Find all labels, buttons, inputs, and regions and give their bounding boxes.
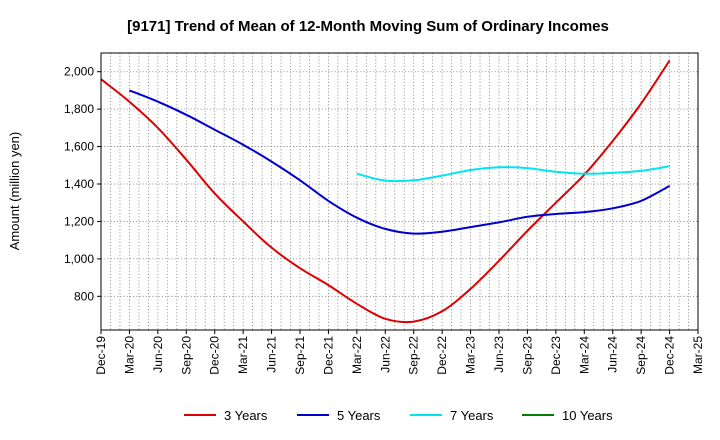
y-tick-label: 1,600 (64, 140, 94, 154)
legend-label: 10 Years (562, 408, 613, 423)
x-tick-label: Jun-21 (265, 336, 279, 373)
legend-label: 5 Years (337, 408, 381, 423)
plot-frame (100, 52, 699, 331)
chart-title: [9171] Trend of Mean of 12-Month Moving … (127, 18, 609, 35)
x-tick-label: Jun-24 (606, 336, 620, 373)
legend-item: 7 Years (410, 408, 494, 423)
y-tick-label: 1,000 (64, 252, 94, 266)
x-tick-label: Dec-22 (435, 336, 449, 375)
y-axis-label: Amount (million yen) (7, 132, 22, 251)
x-tick-label: Mar-23 (464, 336, 478, 374)
x-tick-label: Dec-19 (94, 336, 108, 375)
x-tick-label: Mar-24 (577, 336, 591, 374)
legend-item: 3 Years (184, 408, 268, 423)
legend-item: 10 Years (522, 408, 613, 423)
x-tick-label: Dec-24 (663, 336, 677, 375)
x-tick-label: Mar-20 (122, 336, 136, 374)
y-tick-label: 1,200 (64, 214, 94, 228)
x-tick-label: Sep-22 (407, 336, 421, 375)
series-line-7-years (356, 165, 670, 183)
x-tick-label: Dec-23 (549, 336, 563, 375)
x-tick-label: Sep-21 (293, 336, 307, 375)
legend-label: 3 Years (224, 408, 268, 423)
series-line-5-years (129, 89, 671, 235)
x-tick-label: Mar-22 (350, 336, 364, 374)
x-tick-label: Jun-20 (151, 336, 165, 373)
x-tick-label: Sep-24 (634, 336, 648, 375)
series-lines (100, 59, 671, 324)
x-tick-label: Sep-23 (520, 336, 534, 375)
series-line-3-years (100, 59, 671, 324)
x-tick-label: Jun-22 (378, 336, 392, 373)
y-axis-ticks: 800 1,000 1,200 1,400 1,600 1,800 2,000 (64, 65, 101, 303)
y-tick-label: 1,800 (64, 102, 94, 116)
y-tick-label: 1,400 (64, 177, 94, 191)
x-tick-label: Mar-25 (691, 336, 705, 374)
x-tick-label: Dec-21 (321, 336, 335, 375)
legend-item: 5 Years (297, 408, 381, 423)
legend-label: 7 Years (450, 408, 494, 423)
x-axis-ticks: Dec-19 Mar-20 Jun-20 Sep-20 Dec-20 Mar-21 Jun-… (94, 330, 705, 375)
x-tick-label: Sep-20 (179, 336, 193, 375)
y-tick-label: 2,000 (64, 65, 94, 79)
x-tick-label: Jun-23 (492, 336, 506, 373)
grid (100, 53, 699, 330)
x-tick-label: Mar-21 (236, 336, 250, 374)
legend: 3 Years 5 Years 7 Years 10 Years (184, 408, 613, 423)
y-tick-label: 800 (74, 289, 94, 303)
x-tick-label: Dec-20 (208, 336, 222, 375)
